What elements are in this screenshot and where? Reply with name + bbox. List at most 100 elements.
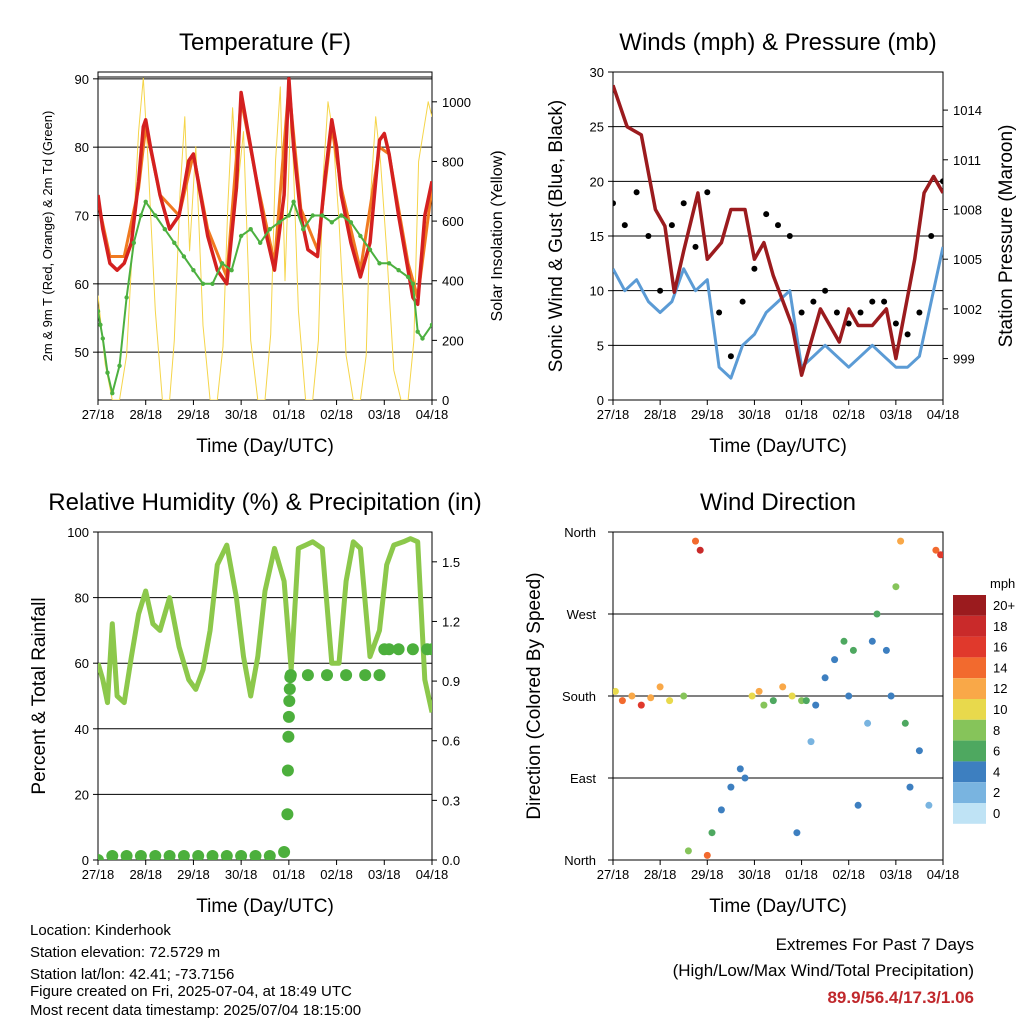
gust-point [727,353,734,360]
gust-point [621,222,628,229]
x-tick-label: 27/18 [82,407,115,422]
direction-point [892,583,900,591]
precip-point [220,850,233,860]
y2-tick-label: 1.2 [442,614,460,629]
direction-point [618,697,626,705]
direction-point [849,646,857,654]
direction-point [897,537,905,545]
x-tick-label: 04/18 [927,867,960,882]
y-tick-label: East [570,771,596,786]
panel-3: Relative Humidity (%) & Precipitation (i… [29,489,482,917]
direction-point [868,637,876,645]
y-tick-label: 60 [75,656,89,671]
x-axis-label: Time (Day/UTC) [196,896,334,917]
precip-point [281,764,294,777]
gust-point [869,298,876,305]
y2-axis-label: Station Pressure (Maroon) [996,125,1017,348]
x-tick-label: 03/18 [880,407,913,422]
gust-point [940,178,943,185]
wind-series-line [613,246,943,380]
precip-point [321,669,333,682]
legend-swatch [953,636,986,658]
latlon-text: Station lat/lon: 42.41; -73.7156 [30,966,235,983]
direction-point [696,546,704,554]
panel-title: Relative Humidity (%) & Precipitation (i… [48,489,481,516]
x-tick-label: 02/18 [320,407,353,422]
y-axis-label: 2m & 9m T (Red, Orange) & 2m Td (Green) [40,111,55,362]
gust-point [798,309,805,316]
x-tick-label: 03/18 [368,867,401,882]
y-tick-label: 25 [590,120,604,135]
precip-point [426,643,432,656]
x-tick-label: 04/18 [927,407,960,422]
created-text: Figure created on Fri, 2025-07-04, at 18… [30,983,352,1000]
speed-legend: mph 20+ 18 16 14 12 10 8 6 4 2 0 [953,576,1015,824]
direction-point [684,847,692,855]
y2-tick-label: 1005 [953,252,982,267]
gust-point [680,200,687,207]
y2-tick-label: 800 [442,154,464,169]
x-tick-label: 03/18 [368,407,401,422]
precip-point [249,850,262,860]
x-tick-label: 01/18 [785,867,818,882]
precip-point [283,695,296,707]
precip-point [120,850,133,860]
panel-title: Temperature (F) [179,29,351,56]
gust-point [668,222,675,229]
direction-point [882,646,890,654]
y-tick-label: 0 [82,853,89,868]
y-tick-label: 10 [590,284,604,299]
y2-tick-label: 1008 [953,202,982,217]
y2-tick-label: 0.0 [442,853,460,868]
x-axis-label: Time (Day/UTC) [196,436,334,457]
pressure-series-line [613,84,943,377]
y-tick-label: North [564,525,596,540]
gust-point [692,243,699,250]
x-tick-label: 28/18 [129,407,162,422]
x-tick-label: 29/18 [177,407,210,422]
dewpoint-series-line [98,200,432,395]
legend-swatch [953,595,986,616]
gust-point [704,189,711,196]
y-axis-label: Sonic Wind & Gust (Blue, Black) [546,100,567,372]
precip-point [206,850,219,860]
x-tick-label: 29/18 [691,867,724,882]
direction-point [864,719,872,727]
direction-point [692,537,699,545]
recent-timestamp-text: Most recent data timestamp: 2025/07/04 1… [30,1002,362,1019]
location-text: Location: Kinderhook [30,922,171,939]
panel-title: Wind Direction [700,489,856,516]
x-tick-label: 04/18 [416,407,449,422]
legend-label: 14 [993,660,1007,675]
direction-point [736,765,744,773]
x-tick-label: 28/18 [644,867,677,882]
legend-swatch [953,678,986,699]
gust-point [775,222,781,229]
direction-point [802,697,810,705]
legend-swatch [953,782,986,803]
direction-point [708,829,716,837]
y2-tick-label: 1000 [442,95,471,110]
gust-point [716,309,723,316]
precip-point [392,643,405,656]
gust-point [904,331,911,338]
direction-point [793,829,801,837]
y-tick-label: 100 [67,525,89,540]
panel-2: Winds (mph) & Pressure (mb) 27/18 28/18 29/… [546,29,1017,457]
panel-title: Winds (mph) & Pressure (mb) [619,29,936,56]
y-axis-label: Percent & Total Rainfall [29,597,50,794]
direction-point [906,783,914,791]
direction-point [755,687,763,695]
y2-tick-label: 1.5 [442,555,460,570]
legend-label: 6 [993,744,1000,759]
x-tick-label: 01/18 [273,867,306,882]
y2-tick-label: 1002 [953,302,982,317]
precip-point [282,710,295,723]
precip-point [284,669,297,682]
x-tick-label: 27/18 [597,407,630,422]
gust-point [657,287,664,294]
direction-point [812,701,820,709]
x-tick-label: 04/18 [416,867,449,882]
direction-point [915,747,923,755]
gust-point [645,233,652,239]
